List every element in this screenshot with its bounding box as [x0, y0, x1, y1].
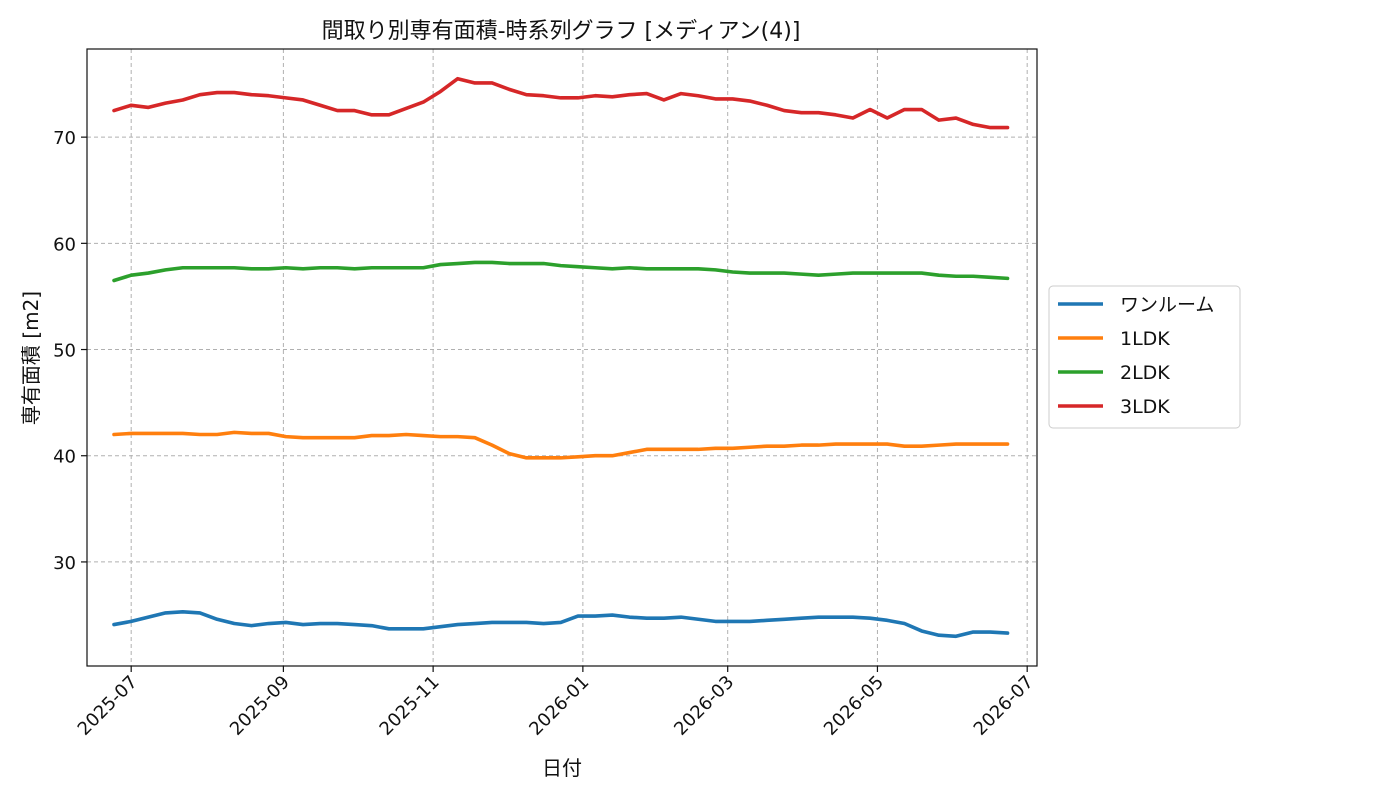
series-line-1 [112, 430, 1010, 460]
legend-label-0: ワンルーム [1120, 294, 1214, 316]
y-tick-label: 50 [53, 341, 76, 362]
legend-label-3: 3LDK [1120, 396, 1170, 418]
y-tick-label: 60 [53, 234, 76, 255]
series-line-2 [112, 260, 1010, 283]
legend-label-2: 2LDK [1120, 362, 1170, 384]
legend: ワンルーム 1LDK 2LDK 3LDK [1048, 285, 1241, 429]
grid-lines [87, 49, 1037, 666]
y-axis-ticks: 30 40 50 60 70 [53, 128, 87, 574]
x-tick-label: 2025-07 [74, 672, 142, 740]
y-tick-label: 40 [53, 447, 76, 468]
x-tick-label: 2025-11 [376, 672, 444, 740]
x-tick-label: 2026-03 [670, 672, 738, 740]
chart-title: 間取り別専有面積-時系列グラフ [メディアン(4)] [322, 19, 801, 44]
legend-label-1: 1LDK [1120, 328, 1170, 350]
y-tick-label: 30 [53, 553, 76, 574]
series-line-3 [112, 76, 1010, 130]
x-tick-label: 2026-07 [970, 672, 1038, 740]
y-tick-label: 70 [53, 128, 76, 149]
series-line-0 [112, 610, 1010, 639]
legend-frame [1048, 285, 1241, 429]
x-tick-label: 2026-01 [525, 672, 593, 740]
x-tick-label: 2025-09 [226, 672, 294, 740]
x-tick-label: 2026-05 [820, 672, 888, 740]
series-layer [112, 76, 1010, 639]
x-axis-title: 日付 [542, 756, 582, 780]
x-axis-ticks: 2025-07 2025-09 2025-11 2026-01 2026-03 2026-… [74, 666, 1038, 740]
plot-area-frame [86, 48, 1038, 667]
y-axis-title: 専有面積 [m2] [19, 291, 43, 425]
